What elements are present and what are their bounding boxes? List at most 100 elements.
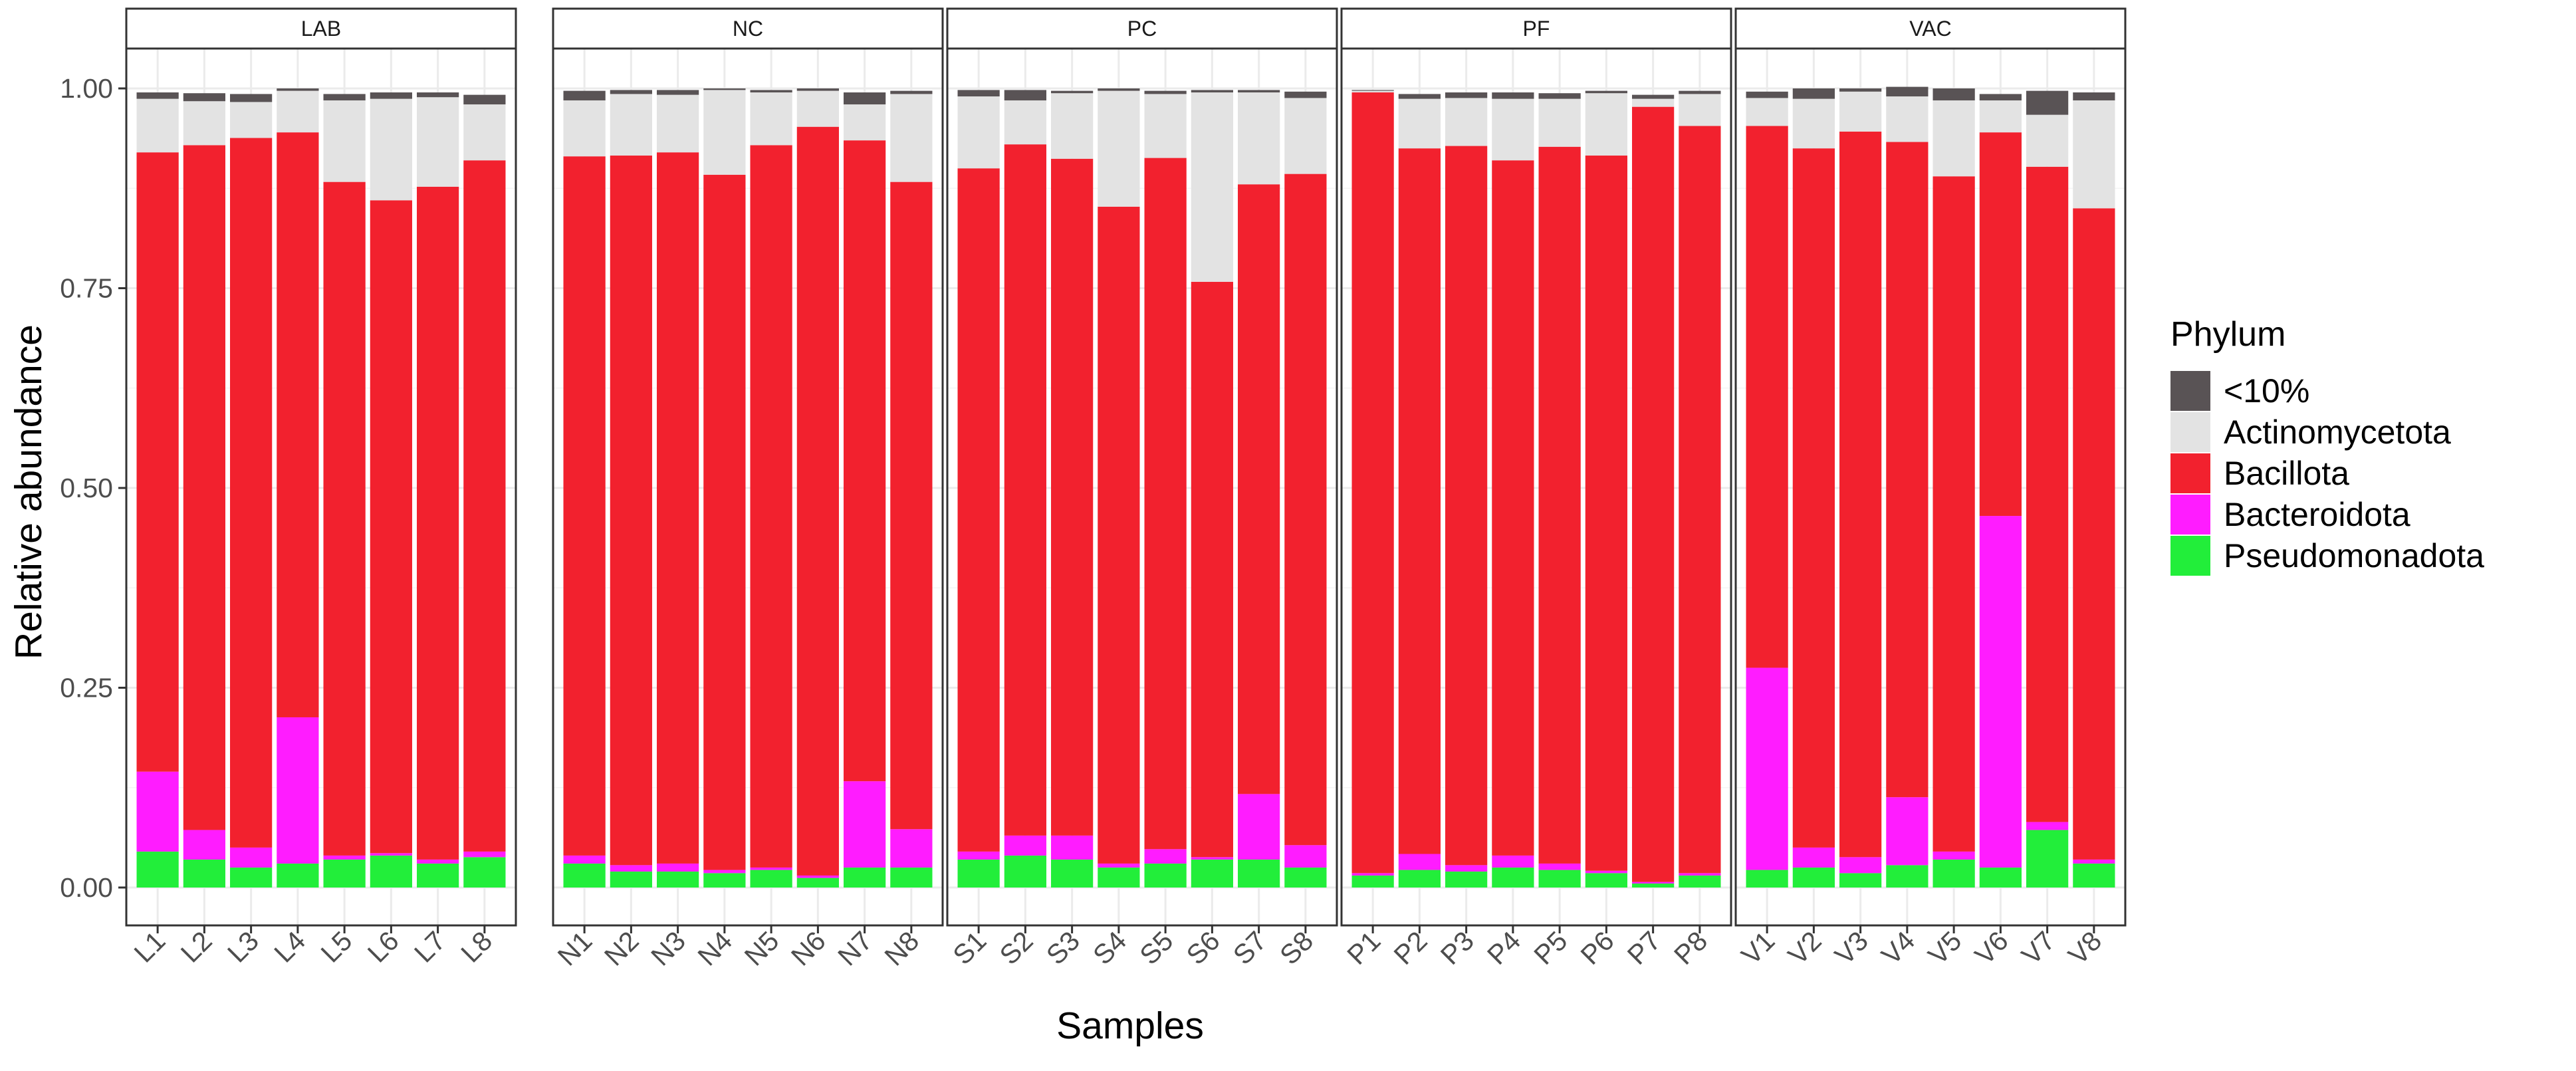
bar-segment-bacillota-L6	[370, 200, 412, 854]
bar-segment-actinomycetota-N7	[844, 104, 886, 141]
bar-segment-10-N4	[703, 88, 746, 90]
bar-segment-10-N7	[844, 92, 886, 105]
bar-segment-bacteroidota-S5	[1144, 849, 1187, 864]
facet-lab: LAB L1 L2 L3 L4 L5 L6 L7 L8	[125, 7, 517, 969]
bar-segment-10-L5	[323, 94, 366, 101]
bar-segment-actinomycetota-S2	[1004, 100, 1046, 145]
bar-segment-pseudomonadota-P4	[1492, 867, 1534, 888]
bar-segment-10-S2	[1004, 90, 1046, 101]
bar-segment-actinomycetota-L3	[230, 102, 273, 138]
bar-segment-bacillota-S8	[1284, 174, 1327, 846]
bar-segment-10-V8	[2073, 92, 2115, 101]
legend-swatch	[2170, 412, 2210, 452]
x-tick-label: S3	[1040, 925, 1086, 971]
facet-nc: NC N1 N2 N3 N4 N5 N6 N7 N8	[552, 7, 944, 972]
x-tick-label: S6	[1181, 925, 1226, 971]
bar-segment-bacillota-V6	[1979, 132, 2022, 517]
bar-segment-bacteroidota-P7	[1632, 882, 1675, 884]
bar-S4	[1098, 88, 1140, 888]
bar-segment-bacteroidota-S7	[1238, 794, 1280, 860]
bar-N4	[703, 88, 746, 888]
x-tick-label: P3	[1435, 925, 1480, 971]
bar-segment-pseudomonadota-N2	[610, 871, 652, 888]
bar-segment-bacteroidota-V2	[1792, 847, 1835, 868]
bar-segment-bacillota-P7	[1632, 106, 1675, 882]
bar-segment-actinomycetota-P1	[1351, 90, 1394, 93]
facet-strip-label: PC	[1127, 17, 1157, 41]
bar-segment-10-P2	[1398, 94, 1441, 99]
bar-segment-10-P8	[1679, 90, 1721, 94]
bar-L6	[370, 92, 412, 888]
legend-entries: <10% Actinomycetota Bacillota Bacteroidota P…	[2170, 371, 2484, 576]
bar-segment-10-L4	[277, 88, 319, 91]
bar-S8	[1284, 91, 1327, 888]
x-tick-label: P5	[1528, 925, 1573, 971]
bar-P3	[1445, 92, 1488, 888]
y-tick-label: 0.75	[60, 273, 113, 304]
bar-segment-actinomycetota-L1	[136, 98, 179, 153]
bar-segment-pseudomonadota-P2	[1398, 870, 1441, 888]
bar-segment-10-P5	[1538, 93, 1581, 99]
legend-label: Bacteroidota	[2224, 496, 2410, 533]
x-tick-label: L5	[315, 925, 358, 969]
bar-segment-bacillota-V1	[1746, 126, 1788, 668]
bar-segment-10-N5	[750, 90, 792, 93]
bar-segment-bacteroidota-L6	[370, 853, 412, 856]
bar-segment-pseudomonadota-S7	[1238, 859, 1280, 888]
facet-pc: PC S1 S2 S3 S4 S5 S6 S7 S8	[946, 7, 1338, 971]
bar-segment-pseudomonadota-L5	[323, 859, 366, 888]
bar-S5	[1144, 90, 1187, 888]
x-tick-label: L1	[128, 925, 172, 969]
bar-segment-actinomycetota-P7	[1632, 98, 1675, 107]
bar-segment-bacteroidota-V4	[1886, 797, 1929, 866]
x-tick-label: N2	[598, 925, 645, 972]
bar-segment-pseudomonadota-V4	[1886, 865, 1929, 888]
bar-segment-10-P3	[1445, 92, 1488, 98]
bar-P8	[1679, 90, 1721, 888]
bar-segment-bacteroidota-P1	[1351, 873, 1394, 876]
bar-segment-actinomycetota-P3	[1445, 98, 1488, 146]
x-axis-title: Samples	[1056, 1005, 1204, 1047]
bar-segment-10-S7	[1238, 90, 1280, 93]
x-tick-label: L4	[268, 925, 311, 969]
bar-segment-pseudomonadota-P8	[1679, 875, 1721, 888]
bar-segment-bacillota-N4	[703, 174, 746, 870]
bar-segment-bacillota-N3	[657, 152, 699, 864]
facet-strip-label: NC	[733, 17, 763, 41]
facet-strip	[946, 7, 1338, 50]
bar-segment-bacillota-N6	[796, 126, 839, 876]
bar-segment-bacteroidota-N4	[703, 870, 746, 874]
bar-P7	[1632, 94, 1675, 888]
facet-strip	[1734, 7, 2127, 50]
x-tick-label: S8	[1274, 925, 1319, 971]
x-tick-label: P7	[1621, 925, 1667, 971]
bar-segment-actinomycetota-S4	[1098, 90, 1140, 207]
facet-strip-label: VAC	[1909, 17, 1951, 41]
bar-segment-actinomycetota-S6	[1191, 92, 1233, 282]
bar-segment-bacteroidota-L8	[463, 851, 506, 858]
bar-segment-bacillota-L5	[323, 181, 366, 856]
x-tick-label: N1	[552, 925, 598, 972]
x-tick-label: L2	[175, 925, 218, 969]
bar-segment-10-V1	[1746, 91, 1788, 98]
bar-segment-bacteroidota-N1	[563, 855, 606, 864]
bar-segment-actinomycetota-P4	[1492, 98, 1534, 161]
bar-segment-pseudomonadota-L7	[417, 863, 459, 888]
legend-label: Actinomycetota	[2224, 414, 2451, 451]
y-axis: 0.00 0.25 0.50 0.75 1.00	[60, 73, 126, 903]
bar-V6	[1979, 94, 2022, 888]
bar-segment-10-L3	[230, 94, 273, 102]
bar-segment-bacillota-P8	[1679, 126, 1721, 874]
x-tick-label: V6	[1969, 925, 2014, 971]
x-tick-label: P8	[1668, 925, 1713, 971]
bar-segment-bacillota-P2	[1398, 148, 1441, 854]
bar-segment-pseudomonadota-L6	[370, 855, 412, 888]
bar-L2	[183, 93, 225, 888]
bar-segment-10-S6	[1191, 90, 1233, 93]
bar-S3	[1051, 90, 1094, 888]
legend-entry-pseudomonadota: Pseudomonadota	[2170, 536, 2484, 576]
x-tick-label: P6	[1575, 925, 1620, 971]
bar-segment-bacteroidota-L2	[183, 830, 225, 860]
bar-segment-10-V4	[1886, 86, 1929, 97]
bar-segment-bacillota-N7	[844, 140, 886, 782]
